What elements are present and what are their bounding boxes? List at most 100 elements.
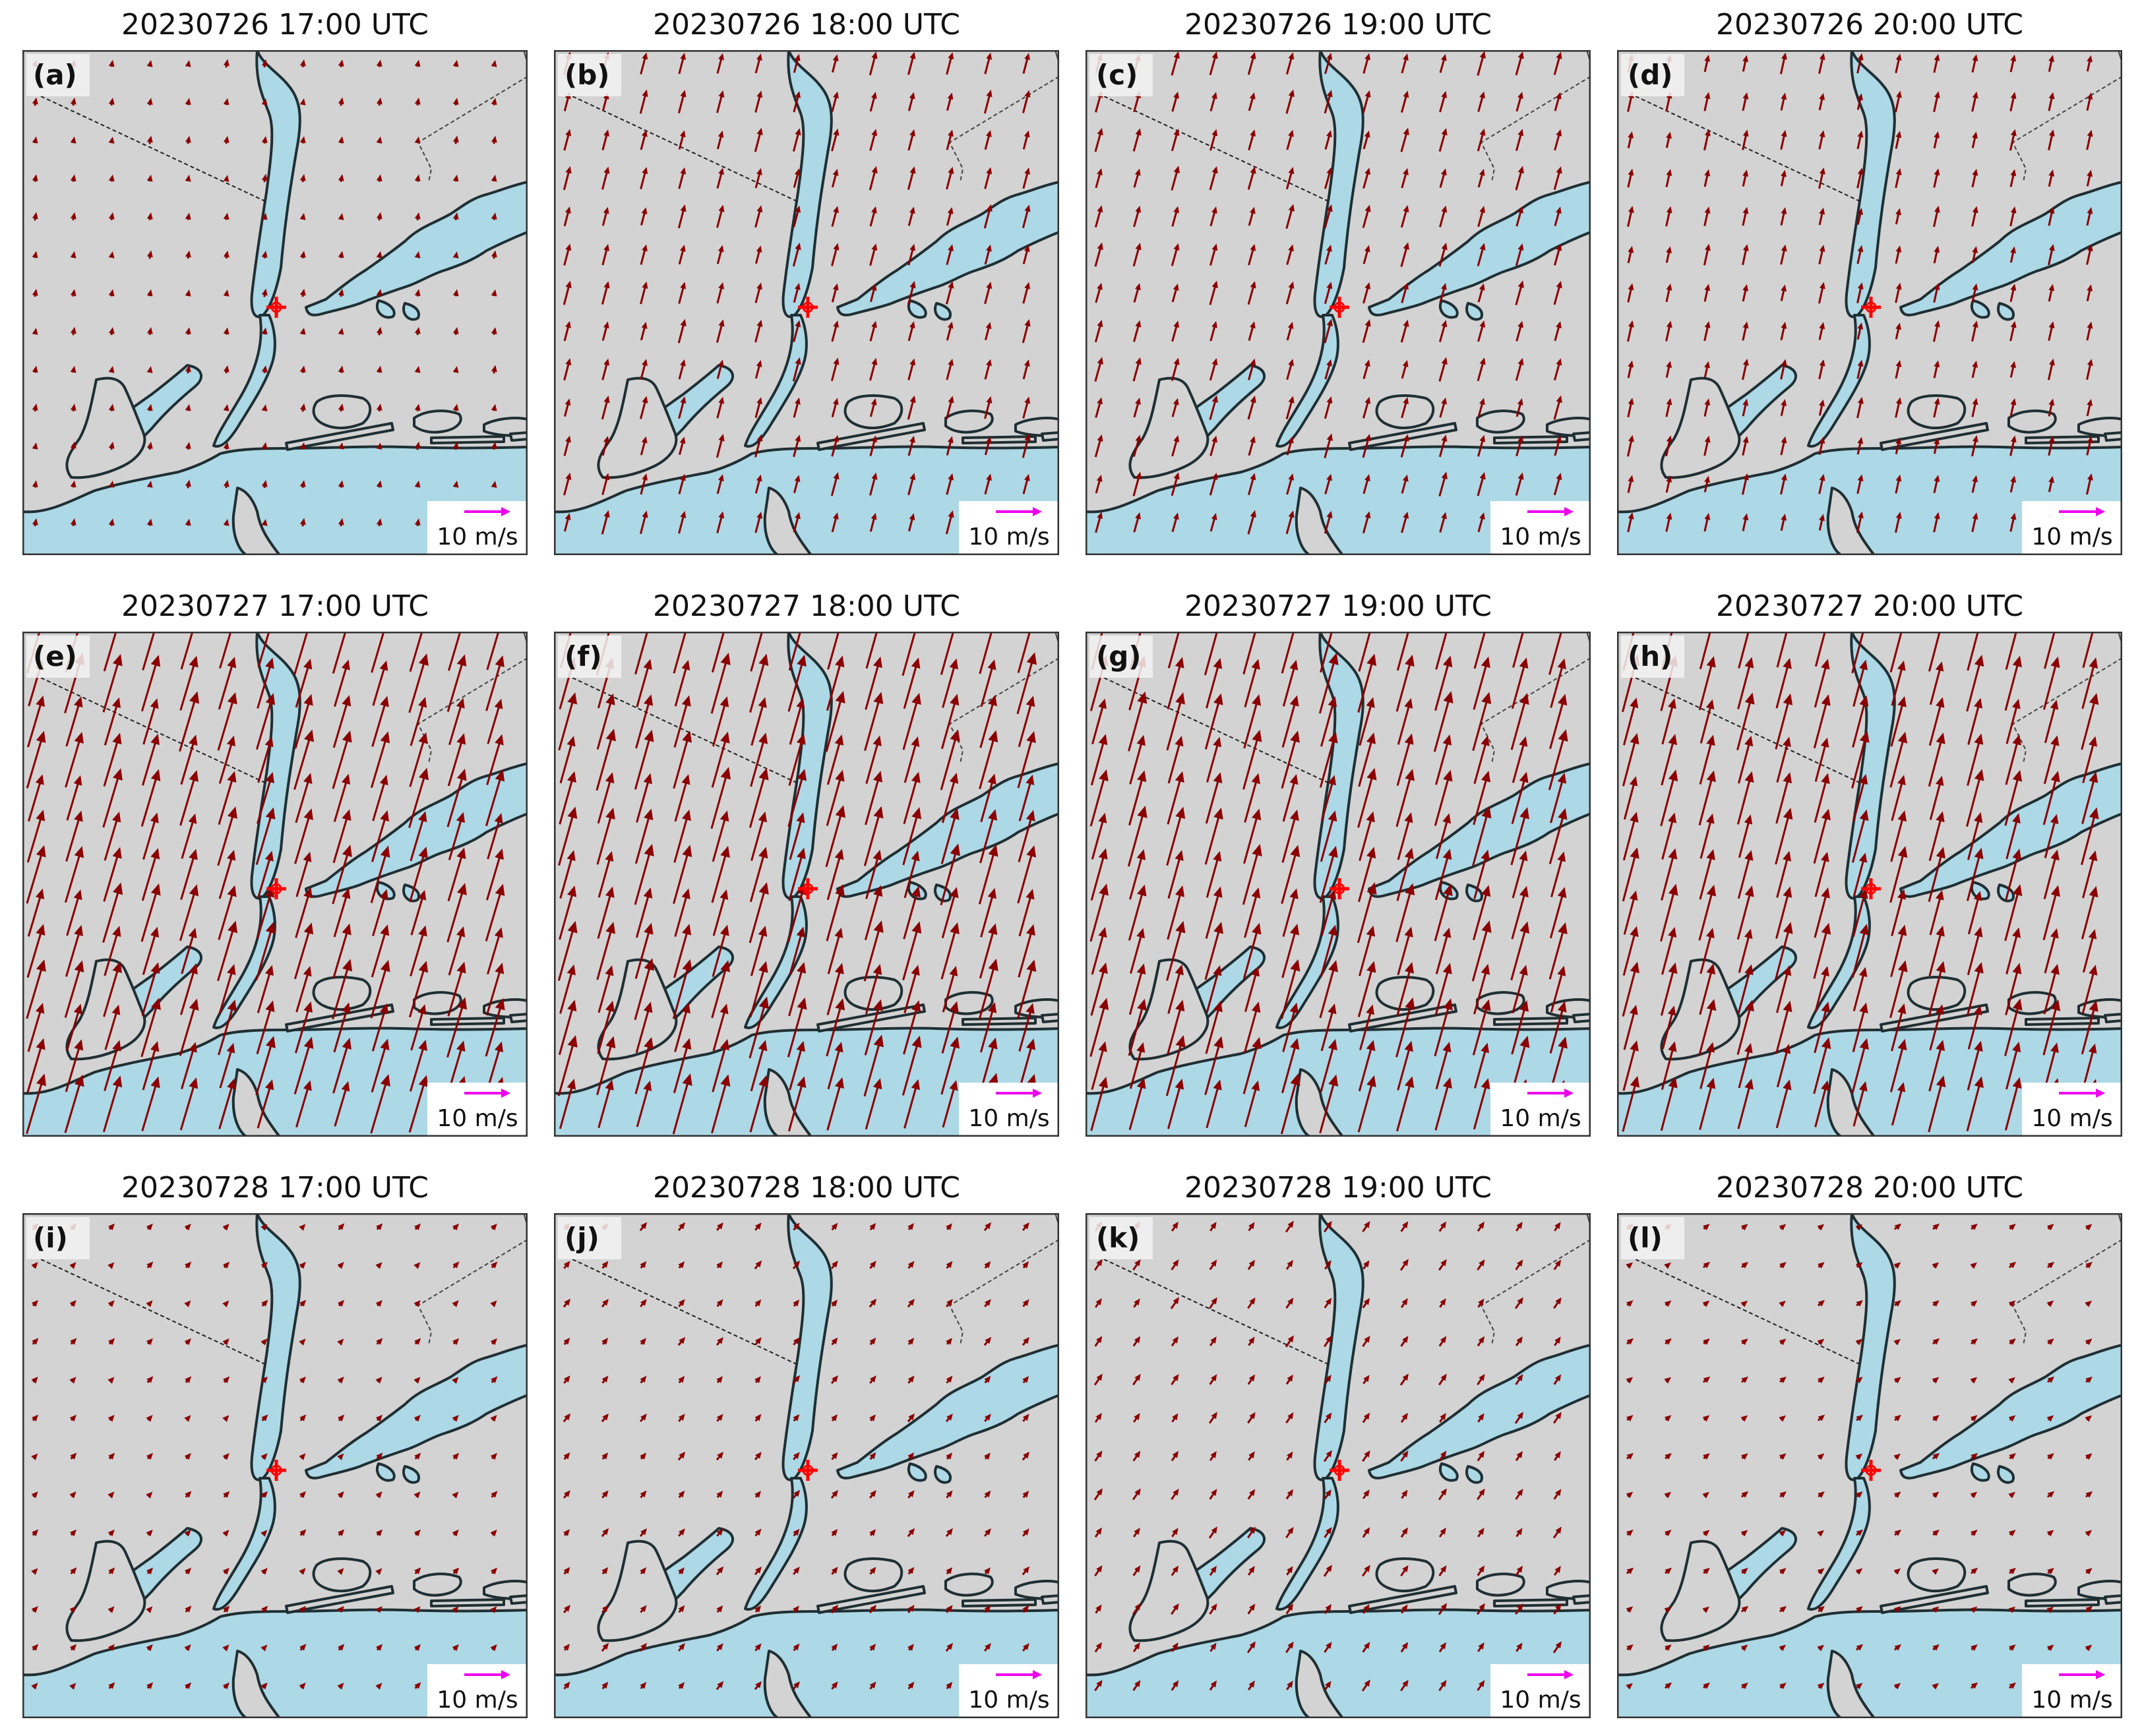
wind-vector-arrow: [1324, 1220, 1332, 1233]
wind-vector-arrow: [1893, 1338, 1901, 1346]
wind-vector-arrow: [1775, 886, 1792, 939]
wind-panel: 20230728 18:00 UTC (j) 10 m/s: [554, 1163, 1059, 1718]
wind-vector-arrow: [179, 655, 199, 711]
wind-vector-arrow: [146, 174, 153, 182]
wind-vector-arrow: [2086, 207, 2093, 226]
wind-panel: 20230727 19:00 UTC (g) 10 m/s: [1086, 582, 1591, 1137]
water-body-sound: [1899, 1344, 2122, 1480]
wind-vector-arrow: [716, 1490, 723, 1499]
wind-vector-arrow: [107, 1300, 115, 1307]
wind-vector-arrow: [601, 206, 609, 226]
wind-vector-arrow: [1893, 1453, 1901, 1460]
wind-vector-arrow: [337, 1605, 344, 1613]
wind-vector-arrow: [1856, 436, 1864, 455]
wind-vector-arrow: [217, 806, 237, 866]
wind-vector-arrow: [1247, 1259, 1256, 1271]
wind-vector-arrow: [1438, 128, 1448, 152]
wind-vector-arrow: [1894, 90, 1902, 113]
land-island-barrier3: [1041, 1594, 1059, 1605]
wind-vector-arrow: [1928, 847, 1945, 902]
wind-vector-arrow: [869, 1567, 876, 1575]
wind-vector-arrow: [1550, 851, 1566, 897]
wind-vector-arrow: [1970, 1415, 1978, 1422]
wind-panel: 20230728 17:00 UTC (i) 10 m/s: [22, 1163, 528, 1718]
wind-vector-arrow: [946, 1299, 953, 1307]
wind-vector-arrow: [1324, 473, 1332, 494]
wind-vector-arrow: [1357, 1075, 1376, 1133]
wind-vector-arrow: [1895, 360, 1902, 379]
wind-vector-arrow: [1362, 1260, 1370, 1270]
wind-vector-arrow: [563, 358, 572, 381]
panel-tag-background: [1621, 636, 1684, 678]
wind-vector-arrow: [1094, 357, 1103, 382]
wind-vector-arrow: [1324, 1681, 1331, 1691]
wind-vector-arrow: [601, 321, 609, 341]
wind-vector-arrow: [1400, 1336, 1409, 1347]
wind-vector-arrow: [1703, 92, 1711, 111]
land-island-barrier3: [1572, 1013, 1591, 1023]
wind-vector-arrow: [907, 129, 915, 151]
site-marker-icon: [1330, 878, 1349, 899]
wind-vector-arrow: [2082, 850, 2098, 899]
wind-vector-arrow: [601, 1298, 609, 1307]
wind-vector-arrow: [1090, 962, 1108, 1016]
reference-vector-label: 10 m/s: [437, 1105, 518, 1132]
wind-vector-arrow: [146, 135, 153, 144]
water-body-sound: [305, 181, 528, 316]
reference-vector-key: 10 m/s: [1490, 501, 1591, 555]
wind-vector-field: [26, 632, 505, 1135]
wind-vector-arrow: [558, 806, 578, 866]
wind-vector-arrow: [146, 289, 153, 297]
wind-vector-arrow: [1928, 925, 1945, 976]
wind-vector-arrow: [333, 1002, 351, 1053]
wind-vector-arrow: [1362, 1220, 1370, 1232]
wind-vector-arrow: [1022, 396, 1031, 419]
wind-vector-arrow: [452, 1567, 460, 1574]
wind-vector-arrow: [1856, 245, 1864, 264]
wind-vector-arrow: [1702, 1606, 1709, 1613]
wind-vector-arrow: [1439, 512, 1447, 533]
wind-vector-arrow: [1818, 1491, 1825, 1498]
wind-vector-arrow: [1171, 512, 1179, 532]
wind-vector-arrow: [863, 806, 884, 866]
wind-vector-arrow: [185, 98, 191, 105]
wind-vector-arrow: [299, 327, 306, 335]
wind-vector-arrow: [789, 812, 805, 860]
wind-vector-arrow: [337, 1453, 344, 1460]
reference-vector-label: 10 m/s: [1500, 1687, 1581, 1714]
wind-vector-arrow: [1022, 433, 1031, 458]
site-marker-icon: [798, 878, 818, 899]
wind-vector-arrow: [678, 1528, 685, 1537]
wind-vector-arrow: [257, 1079, 274, 1129]
wind-vector-arrow: [491, 135, 497, 144]
wind-vector-arrow: [640, 1490, 647, 1499]
wind-vector-arrow: [31, 1453, 38, 1460]
wind-vector-arrow: [563, 1490, 570, 1499]
wind-vector-arrow: [1324, 1527, 1332, 1538]
wind-vector-arrow: [1400, 1412, 1408, 1423]
wind-vector-arrow: [946, 52, 954, 75]
wind-vector-arrow: [299, 1491, 306, 1499]
wind-vector-arrow: [184, 1682, 192, 1690]
wind-vector-arrow: [293, 729, 315, 791]
wind-vector-arrow: [70, 326, 76, 336]
wind-vector-arrow: [2009, 320, 2017, 342]
wind-vector-arrow: [1472, 999, 1491, 1056]
wind-vector-arrow: [1247, 1603, 1256, 1615]
wind-vector-arrow: [1548, 632, 1563, 675]
state-border: [40, 677, 267, 784]
wind-vector-arrow: [1477, 206, 1486, 227]
wind-vector-arrow: [1895, 322, 1901, 340]
wind-vector-arrow: [678, 130, 686, 150]
state-border: [1103, 96, 1330, 202]
wind-vector-arrow: [1775, 657, 1792, 709]
wind-vector-arrow: [1855, 1644, 1864, 1651]
wind-vector-arrow: [69, 1262, 76, 1269]
wind-vector-arrow: [907, 1644, 914, 1651]
wind-vector-arrow: [1400, 434, 1409, 458]
wind-vector-arrow: [413, 1529, 421, 1537]
wind-vector-arrow: [414, 326, 421, 336]
wind-vector-arrow: [1515, 435, 1524, 457]
wind-vector-arrow: [1477, 434, 1486, 457]
wind-vector-arrow: [1970, 1682, 1978, 1689]
